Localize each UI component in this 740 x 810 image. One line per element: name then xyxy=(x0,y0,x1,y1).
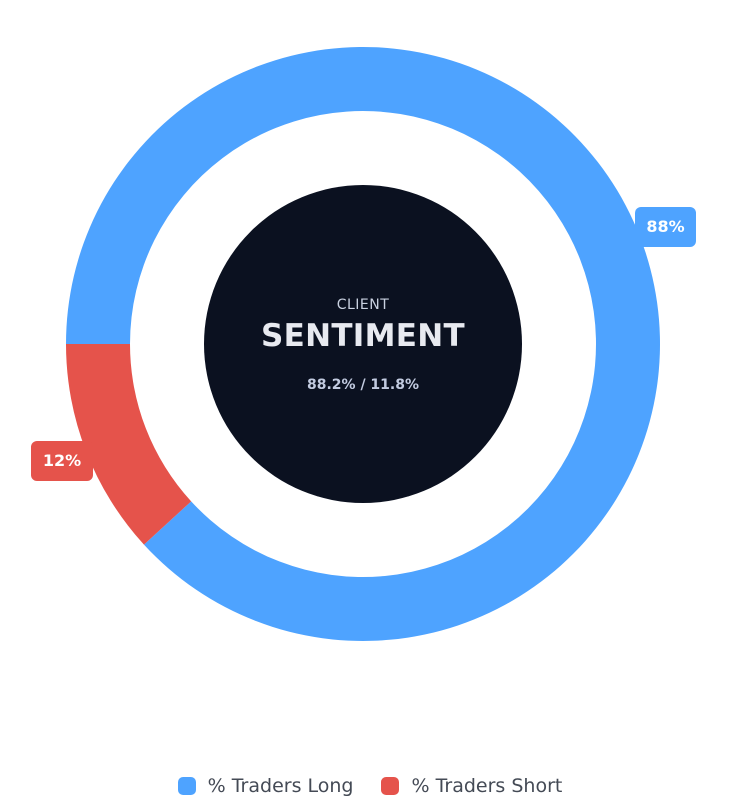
legend-swatch-short xyxy=(381,777,400,795)
data-label-long: 88% xyxy=(635,207,696,247)
legend-item-long[interactable]: % Traders Long xyxy=(177,775,354,797)
donut-svg xyxy=(66,46,660,642)
slice-traders-short[interactable] xyxy=(66,344,192,545)
legend-label-short: % Traders Short xyxy=(411,775,563,797)
legend-label-long: % Traders Long xyxy=(207,775,354,797)
data-label-short: 12% xyxy=(31,441,93,481)
legend-swatch-long xyxy=(177,777,196,795)
center-circle: CLIENT SENTIMENT 88.2% / 11.8% xyxy=(204,185,522,503)
sentiment-donut-chart: CLIENT SENTIMENT 88.2% / 11.8% 88% 12% xyxy=(31,46,696,642)
legend-item-short[interactable]: % Traders Short xyxy=(381,775,562,797)
center-title: SENTIMENT xyxy=(261,318,465,354)
chart-legend: % Traders Long % Traders Short xyxy=(0,775,740,797)
center-subtitle: 88.2% / 11.8% xyxy=(307,377,419,393)
center-kicker: CLIENT xyxy=(336,297,390,313)
